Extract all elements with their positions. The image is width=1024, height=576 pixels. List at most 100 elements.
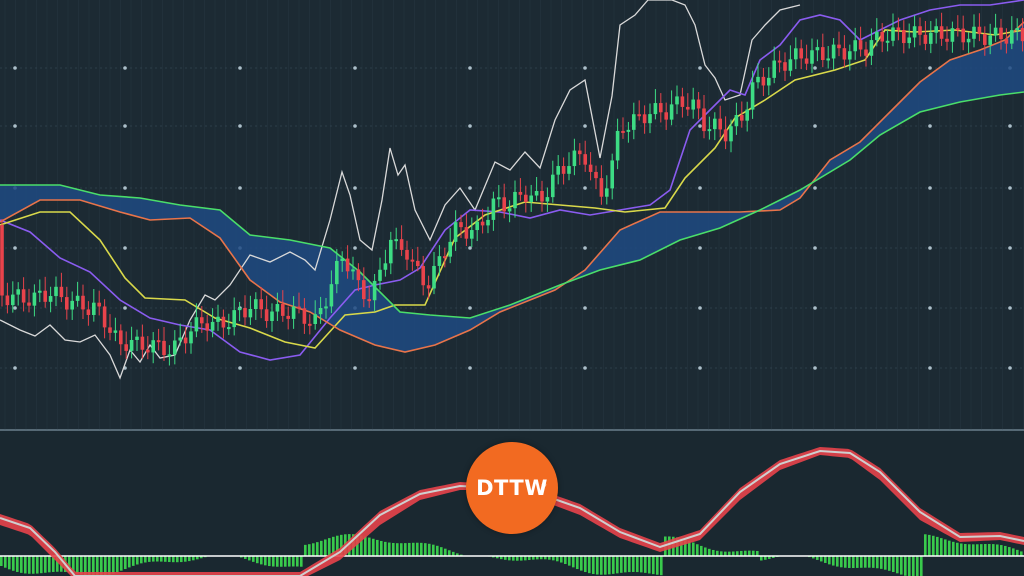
candle-up — [934, 26, 938, 33]
candle-down — [464, 227, 469, 239]
histogram-bar — [892, 556, 895, 573]
histogram-bar — [932, 535, 935, 556]
histogram-bar — [968, 544, 971, 556]
grid-node — [928, 186, 932, 190]
candle-down — [102, 306, 107, 328]
histogram-bar — [96, 556, 99, 576]
grid-node — [238, 124, 242, 128]
candle-down — [686, 106, 690, 110]
histogram-bar — [524, 556, 527, 561]
histogram-bar — [528, 556, 531, 561]
grid-node — [238, 366, 242, 370]
grid-node — [13, 124, 17, 128]
candle-up — [707, 129, 712, 132]
candle-up — [389, 239, 393, 264]
histogram-bar — [828, 556, 831, 565]
candle-down — [594, 171, 598, 179]
histogram-bar — [124, 556, 127, 570]
histogram-bar — [732, 551, 735, 556]
histogram-bar — [580, 556, 583, 571]
histogram-bar — [900, 556, 903, 575]
candle-down — [659, 103, 663, 113]
histogram-bar — [16, 556, 19, 572]
candle-down — [205, 323, 209, 331]
histogram-bar — [376, 539, 379, 556]
histogram-bar — [700, 545, 703, 556]
candle-down — [880, 31, 884, 42]
histogram-bar — [684, 539, 687, 556]
histogram-bar — [112, 556, 115, 574]
histogram-bar — [160, 556, 163, 562]
candle-down — [524, 194, 528, 202]
grid-node — [698, 66, 702, 70]
candle-up — [324, 306, 328, 309]
histogram-bar — [592, 556, 595, 575]
histogram-bar — [128, 556, 131, 568]
candle-up — [534, 190, 539, 196]
candle-down — [65, 297, 69, 310]
histogram-bar — [136, 556, 139, 565]
histogram-bar — [916, 556, 919, 576]
dttw-logo: DTTW ® — [466, 442, 558, 534]
histogram-bar — [48, 556, 51, 573]
candle-up — [767, 77, 771, 86]
histogram-bar — [964, 543, 967, 556]
candle-up — [351, 269, 355, 272]
candle-up — [869, 40, 874, 56]
histogram-bar — [816, 556, 819, 560]
candle-up — [907, 37, 911, 44]
histogram-bar — [860, 556, 863, 568]
candle-down — [637, 114, 641, 117]
histogram-bar — [268, 556, 271, 567]
histogram-bar — [400, 543, 403, 556]
histogram-bar — [332, 536, 335, 556]
histogram-bar — [56, 556, 59, 572]
histogram-bar — [12, 556, 15, 571]
histogram-bar — [972, 544, 975, 556]
histogram-bar — [704, 547, 707, 556]
histogram-bar — [636, 556, 639, 573]
histogram-bar — [912, 556, 915, 576]
histogram-bar — [868, 556, 871, 568]
histogram-bar — [552, 556, 555, 561]
candle-up — [675, 96, 679, 105]
candle-up — [16, 289, 20, 295]
candle-up — [885, 40, 890, 43]
histogram-bar — [760, 556, 763, 561]
candle-down — [162, 340, 166, 356]
candle-down — [621, 130, 625, 133]
candle-up — [529, 195, 533, 202]
candle-up — [497, 197, 501, 200]
grid-node — [813, 306, 817, 310]
senkou-span-b — [0, 91, 1024, 319]
candle-up — [772, 60, 776, 78]
candle-up — [318, 308, 323, 315]
histogram-bar — [1020, 551, 1023, 556]
candlesticks — [0, 12, 1024, 366]
candle-up — [826, 58, 830, 61]
candle-down — [140, 336, 145, 350]
histogram-bar — [996, 544, 999, 556]
candle-down — [405, 249, 409, 260]
registered-mark: ® — [541, 482, 547, 489]
histogram-bar — [680, 538, 683, 556]
candle-up — [966, 38, 971, 43]
histogram-bar — [360, 535, 363, 556]
grid-node — [813, 66, 817, 70]
candle-down — [842, 48, 847, 60]
candle-up — [437, 256, 442, 266]
histogram-bar — [240, 556, 243, 558]
candle-down — [588, 164, 593, 172]
histogram-bar — [720, 551, 723, 556]
histogram-bar — [564, 556, 567, 565]
candle-down — [864, 49, 868, 56]
histogram-bar — [316, 542, 319, 556]
candle-up — [470, 230, 474, 239]
candle-down — [243, 308, 247, 318]
histogram-bar — [624, 556, 627, 573]
grid-node — [123, 124, 127, 128]
candle-down — [416, 260, 420, 267]
histogram-bar — [252, 556, 255, 562]
candle-up — [32, 292, 37, 306]
histogram-bar — [880, 556, 883, 569]
